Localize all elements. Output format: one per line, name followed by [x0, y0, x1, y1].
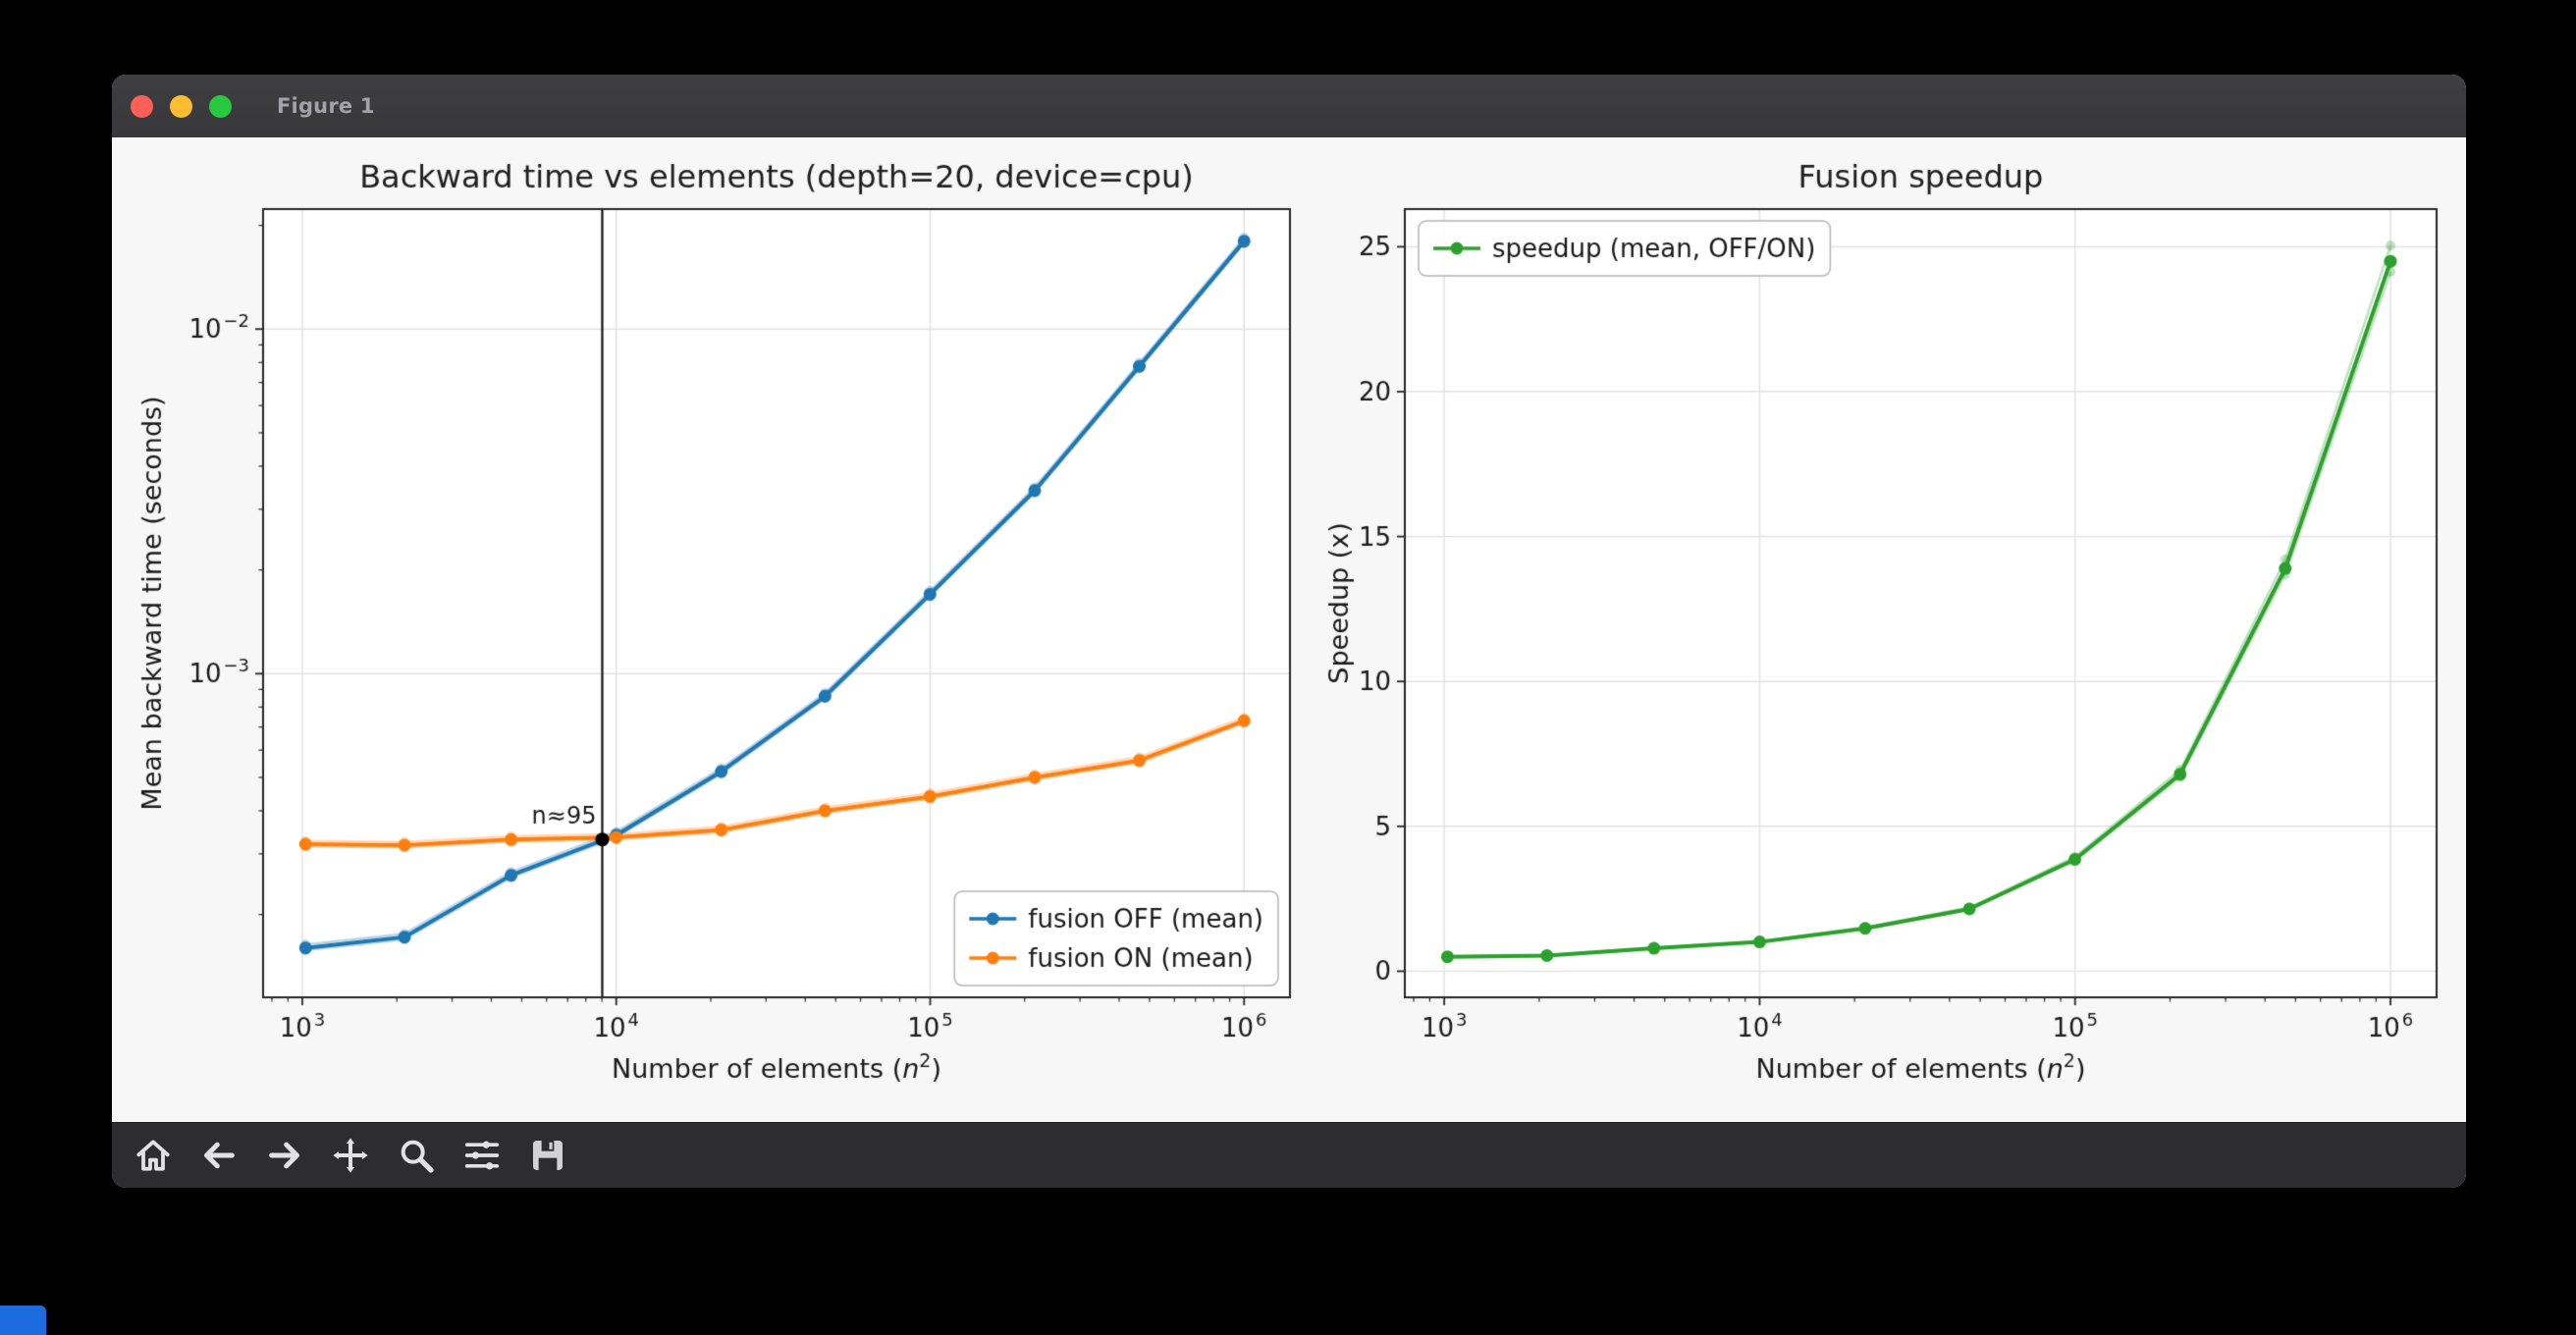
close-button[interactable] [131, 94, 153, 118]
back-arrow-icon [204, 1142, 235, 1169]
window-titlebar[interactable]: Figure 1 [112, 75, 2466, 138]
figure-window: Figure 1 [112, 75, 2466, 1188]
figure-area [112, 137, 2466, 1125]
forward-button[interactable] [257, 1128, 312, 1183]
navigation-toolbar [112, 1122, 2466, 1188]
save-icon [533, 1141, 563, 1170]
background-window-fragment [0, 1306, 46, 1335]
minimize-button[interactable] [170, 94, 192, 118]
back-button[interactable] [191, 1128, 246, 1183]
zoom-button[interactable] [209, 94, 232, 118]
zoom-rect-button[interactable] [389, 1128, 444, 1183]
window-title: Figure 1 [277, 94, 375, 118]
sliders-icon [464, 1141, 500, 1170]
pan-icon [333, 1138, 368, 1173]
home-icon [136, 1140, 170, 1171]
forward-arrow-icon [269, 1142, 299, 1169]
figure-canvas[interactable] [112, 137, 2466, 1125]
subplots-button[interactable] [455, 1128, 510, 1183]
save-button[interactable] [520, 1128, 575, 1183]
home-button[interactable] [126, 1128, 181, 1183]
pan-button[interactable] [323, 1128, 378, 1183]
magnifier-icon [401, 1140, 434, 1173]
